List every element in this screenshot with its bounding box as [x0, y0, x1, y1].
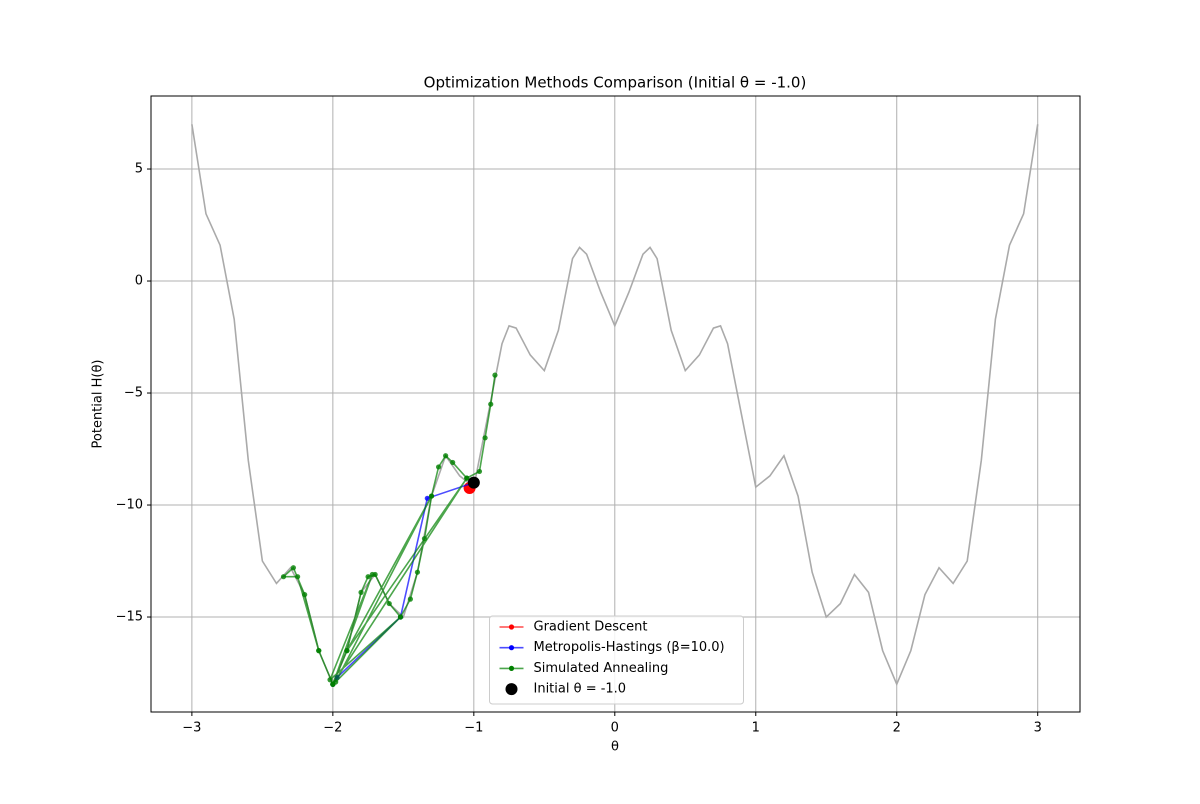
series-line	[281, 374, 496, 687]
series-marker	[344, 648, 350, 654]
series-marker	[358, 589, 364, 595]
series-marker	[365, 574, 371, 580]
series-marker	[428, 493, 435, 499]
x-tick-label: 0	[611, 721, 619, 736]
legend-marker	[508, 665, 515, 672]
y-tick-label: 0	[135, 274, 143, 289]
series-marker	[492, 372, 498, 378]
y-tick-label: 5	[135, 162, 143, 177]
series-marker	[464, 475, 470, 481]
legend-marker	[505, 683, 518, 696]
y-tick-label: −15	[116, 610, 143, 625]
series-marker	[316, 648, 322, 654]
series-marker	[295, 574, 301, 580]
y-axis-label: Potential H(θ)	[91, 360, 106, 449]
series-marker	[488, 401, 494, 407]
x-tick-label: −2	[323, 721, 342, 736]
series-marker	[327, 677, 333, 683]
legend-label: Gradient Descent	[534, 620, 648, 635]
series-marker	[369, 571, 375, 578]
series-marker	[280, 574, 287, 580]
series-marker	[421, 536, 428, 542]
series-marker	[482, 435, 488, 441]
series-marker	[386, 600, 392, 607]
y-tick-label: −10	[116, 498, 143, 513]
x-tick-label: −3	[182, 721, 201, 736]
x-tick-label: −1	[464, 721, 483, 736]
axes-frame	[150, 95, 1081, 713]
legend-label: Initial θ = -1.0	[534, 682, 627, 697]
series-marker	[290, 565, 296, 571]
series-marker	[414, 569, 421, 575]
series-marker	[424, 495, 430, 501]
series-marker	[476, 468, 483, 475]
series-marker	[397, 614, 404, 620]
legend-marker	[508, 624, 515, 630]
series-marker	[302, 592, 308, 598]
legend-label: Simulated Annealing	[534, 661, 669, 676]
initial-point	[467, 476, 480, 489]
x-tick-label: 2	[893, 721, 901, 736]
x-tick-label: 3	[1034, 721, 1042, 736]
series-marker	[435, 464, 442, 470]
legend-label: Metropolis-Hastings (β=10.0)	[534, 640, 725, 655]
legend-box	[489, 615, 744, 705]
legend-marker	[508, 645, 515, 651]
series-marker	[407, 596, 413, 602]
x-axis-label: θ	[611, 740, 619, 755]
x-tick-label: 1	[752, 721, 760, 736]
chart-title: Optimization Methods Comparison (Initial…	[424, 74, 807, 92]
series-marker	[443, 453, 449, 459]
y-tick-label: −5	[124, 386, 143, 401]
series-marker	[330, 681, 336, 687]
series-marker	[450, 459, 456, 466]
